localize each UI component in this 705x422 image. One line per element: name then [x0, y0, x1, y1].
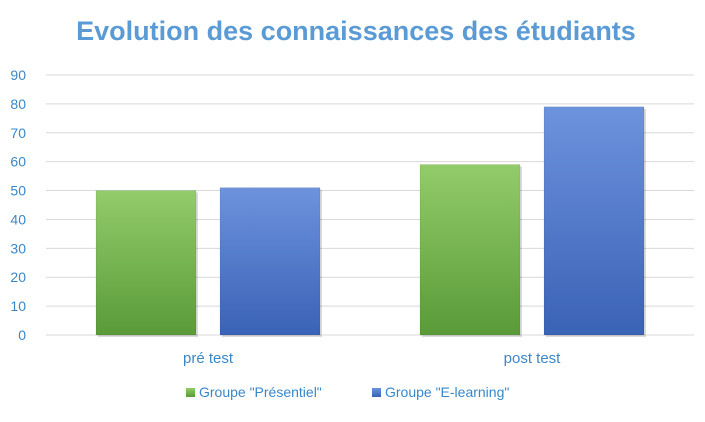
- bars: [95, 106, 646, 338]
- y-tick-label: 30: [10, 240, 26, 256]
- bar: [219, 187, 321, 336]
- bar: [95, 190, 197, 336]
- legend: Groupe "Présentiel" Groupe "E-learning": [186, 384, 509, 400]
- y-tick-label: 90: [10, 67, 26, 83]
- x-axis-labels: pré test post test: [183, 350, 561, 367]
- y-tick-label: 60: [10, 154, 26, 170]
- bar: [419, 164, 521, 336]
- x-tick-label: post test: [504, 350, 562, 367]
- bar: [543, 106, 645, 336]
- y-tick-label: 40: [10, 211, 26, 227]
- legend-swatch: [186, 388, 195, 397]
- legend-label: Groupe "Présentiel": [199, 384, 322, 400]
- legend-label: Groupe "E-learning": [385, 384, 509, 400]
- y-tick-label: 0: [18, 327, 26, 343]
- x-tick-label: pré test: [183, 350, 234, 367]
- y-tick-label: 50: [10, 183, 26, 199]
- y-tick-label: 70: [10, 125, 26, 141]
- y-tick-label: 20: [10, 269, 26, 285]
- y-axis-ticks: 0 10 20 30 40 50 60 70 80 90: [10, 67, 26, 343]
- y-tick-label: 10: [10, 298, 26, 314]
- y-tick-label: 80: [10, 96, 26, 112]
- chart-title: Evolution des connaissances des étudiant…: [76, 16, 636, 46]
- legend-swatch: [372, 388, 381, 397]
